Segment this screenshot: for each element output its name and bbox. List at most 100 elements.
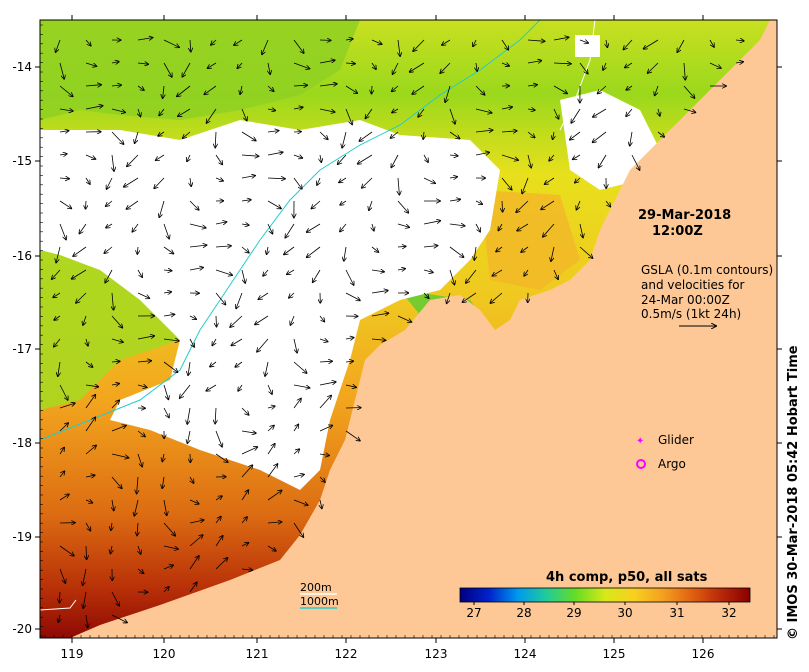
velocity-arrow: [545, 177, 555, 184]
velocity-arrow: [111, 591, 119, 606]
velocity-arrow: [137, 361, 151, 362]
velocity-arrow: [163, 339, 179, 341]
velocity-arrow: [85, 106, 103, 110]
velocity-arrow: [111, 400, 119, 409]
velocity-arrow: [449, 199, 460, 201]
sst-warm-patch-coast: [480, 190, 580, 290]
velocity-arrow: [85, 475, 95, 477]
velocity-arrow: [293, 384, 310, 388]
velocity-arrow: [111, 476, 122, 488]
velocity-arrow: [189, 499, 199, 504]
velocity-arrow: [111, 614, 127, 623]
velocity-arrow: [257, 338, 269, 352]
velocity-arrow: [111, 522, 112, 530]
velocity-arrow: [371, 270, 384, 272]
velocity-arrow: [86, 545, 87, 559]
velocity-arrow: [423, 177, 435, 183]
velocity-arrow: [644, 39, 659, 49]
velocity-arrow: [163, 384, 168, 399]
y-tick-label: -20: [12, 622, 32, 636]
velocity-arrow: [527, 40, 545, 41]
velocity-arrow: [319, 131, 328, 139]
velocity-arrow: [137, 385, 147, 387]
velocity-arrow: [159, 200, 165, 217]
velocity-arrow: [267, 384, 272, 394]
velocity-arrow: [59, 178, 69, 179]
velocity-arrow: [216, 315, 217, 327]
map-panel: 27 28 29 30 31 32: [39, 19, 777, 638]
velocity-arrow: [86, 338, 88, 346]
velocity-arrow: [490, 292, 503, 303]
glider-marker-icon: ✦: [636, 436, 644, 447]
velocity-arrow: [340, 200, 347, 205]
velocity-arrow: [215, 222, 227, 224]
velocity-arrow: [498, 223, 502, 231]
velocity-arrow: [215, 154, 222, 165]
velocity-arrow: [111, 108, 125, 112]
velocity-arrow: [344, 246, 346, 261]
velocity-arrow: [241, 200, 251, 201]
velocity-arrow: [293, 39, 304, 53]
velocity-arrow: [187, 430, 190, 443]
velocity-arrow: [284, 246, 295, 255]
velocity-arrow: [447, 292, 451, 303]
velocity-arrow: [54, 315, 61, 320]
velocity-arrow: [501, 177, 512, 190]
velocity-arrow: [553, 108, 559, 119]
velocity-arrow: [657, 131, 664, 137]
legend-glider: Glider: [658, 433, 694, 447]
map-date: 29-Mar-2018: [638, 208, 731, 223]
velocity-arrow: [371, 313, 389, 317]
velocity-arrow: [475, 85, 485, 95]
velocity-arrow: [475, 223, 480, 232]
land-australia: [70, 20, 777, 638]
velocity-arrow: [163, 246, 173, 254]
velocity-arrow: [397, 223, 409, 227]
velocity-arrow: [372, 85, 373, 94]
depth-legend-1000m: 1000m: [300, 595, 339, 608]
colorbar: 27 28 29 30 31 32: [459, 587, 751, 620]
x-tick-label: 123: [425, 647, 448, 661]
velocity-arrow: [648, 62, 659, 73]
velocity-arrow: [319, 361, 332, 362]
velocity-arrow: [190, 476, 194, 483]
velocity-arrow: [307, 246, 321, 257]
velocity-arrow: [502, 200, 503, 212]
velocity-arrow: [263, 269, 269, 276]
velocity-arrow: [241, 447, 257, 455]
x-tick-label: 120: [153, 647, 176, 661]
velocity-arrow: [215, 430, 222, 447]
velocity-arrow: [285, 223, 295, 238]
velocity-arrow: [393, 62, 399, 74]
velocity-arrow: [215, 536, 223, 547]
velocity-arrow: [319, 315, 324, 322]
velocity-arrow: [85, 361, 93, 367]
velocity-arrow: [137, 336, 154, 340]
legend-argo: Argo: [658, 457, 686, 471]
velocity-arrow: [319, 339, 328, 342]
velocity-arrow: [365, 108, 373, 118]
velocity-arrow: [449, 155, 458, 156]
velocity-arrow: [163, 407, 169, 418]
velocity-arrow: [111, 315, 122, 328]
velocity-arrow: [58, 361, 60, 376]
velocity-arrow: [362, 177, 373, 188]
velocity-arrow: [449, 224, 465, 226]
velocity-arrow: [683, 85, 695, 98]
velocity-arrow: [412, 85, 425, 94]
velocity-arrow: [111, 338, 123, 342]
velocity-arrow: [605, 200, 610, 207]
velocity-arrow: [212, 338, 216, 345]
y-tick-label: -14: [12, 60, 32, 74]
velocity-arrow: [211, 39, 217, 45]
velocity-arrow: [138, 545, 141, 554]
velocity-arrow: [293, 62, 310, 69]
velocity-arrow: [163, 314, 175, 316]
velocity-arrow: [112, 499, 114, 511]
velocity-arrow: [579, 246, 593, 258]
velocity-arrow: [59, 448, 64, 455]
velocity-arrow: [73, 246, 87, 256]
velocity-arrow: [501, 131, 517, 132]
velocity-arrow: [59, 62, 64, 79]
velocity-arrow: [154, 177, 165, 188]
